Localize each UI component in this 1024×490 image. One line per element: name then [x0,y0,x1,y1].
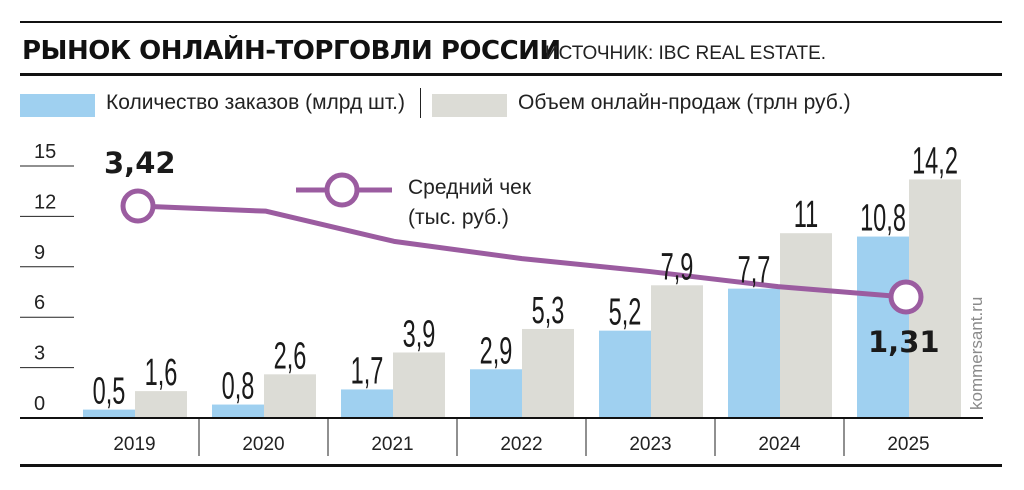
bar-sales [780,233,832,418]
x-tick-label: 2023 [629,434,671,455]
bar-label-orders: 0,5 [93,369,126,412]
chart-title: РЫНОК ОНЛАЙН-ТОРГОВЛИ РОССИИ [22,36,561,66]
y-tick-label: 12 [34,191,56,213]
x-tick-label: 2019 [113,434,155,455]
bar-orders [470,369,522,418]
avg-check-point-last [888,279,924,315]
avg-check-point-first [120,188,156,224]
x-tick-label: 2021 [371,434,413,455]
legend-separator [420,88,421,118]
bar-label-orders: 1,7 [351,349,384,392]
bar-label-orders: 2,9 [480,328,513,371]
legend-label-sales: Объем онлайн-продаж (трлн руб.) [518,91,851,114]
bar-label-sales: 5,3 [532,288,565,331]
bar-label-sales: 1,6 [145,350,178,393]
bar-orders [728,288,780,418]
bar-orders [857,236,909,418]
bar-label-orders: 10,8 [860,196,906,239]
x-tick-label: 2025 [887,434,929,455]
brand-watermark: kommersant.ru [967,296,986,410]
x-tick-label: 2024 [758,434,801,455]
avg-check-line [137,203,907,300]
y-tick-label: 9 [34,242,45,264]
legend-label-avg-check-2: (тыс. руб.) [408,206,509,229]
bar-sales [522,328,574,418]
bar-sales [264,374,316,418]
bar-label-sales: 2,6 [274,333,307,376]
bar-sales [651,285,703,418]
header-rule [20,73,1002,76]
y-tick-label: 0 [34,393,45,415]
bar-label-sales: 14,2 [912,139,958,182]
y-tick-label: 6 [34,292,45,314]
bar-orders [341,389,393,418]
bar-label-sales: 3,9 [403,312,436,355]
chart-source: ИСТОЧНИК: IBC REAL ESTATE. [545,43,827,64]
bar-sales [135,391,187,418]
bar-label-orders: 0,8 [222,364,255,407]
top-rule [20,21,1002,23]
y-tick-label: 3 [34,343,45,365]
bar-orders [599,330,651,418]
bar-orders [212,404,264,418]
bar-label-orders: 7,7 [738,248,771,291]
avg-check-label-first: 3,42 [104,146,176,180]
x-tick-label: 2020 [242,434,284,455]
y-tick-label: 15 [34,141,56,163]
bottom-rule [20,464,1002,467]
bar-orders [83,409,135,418]
bar-sales [393,352,445,418]
legend-swatch-sales [432,94,507,117]
bar-label-orders: 5,2 [609,290,642,333]
legend-swatch-orders [20,94,95,117]
bar-label-sales: 11 [794,192,818,235]
x-tick-label: 2022 [500,434,542,455]
legend-label-avg-check-1: Средний чек [408,176,532,199]
bar-label-sales: 7,9 [661,244,694,287]
avg-check-label-last: 1,31 [868,325,940,359]
legend-marker-avg-check [324,172,360,208]
legend-label-orders: Количество заказов (млрд шт.) [106,91,406,114]
